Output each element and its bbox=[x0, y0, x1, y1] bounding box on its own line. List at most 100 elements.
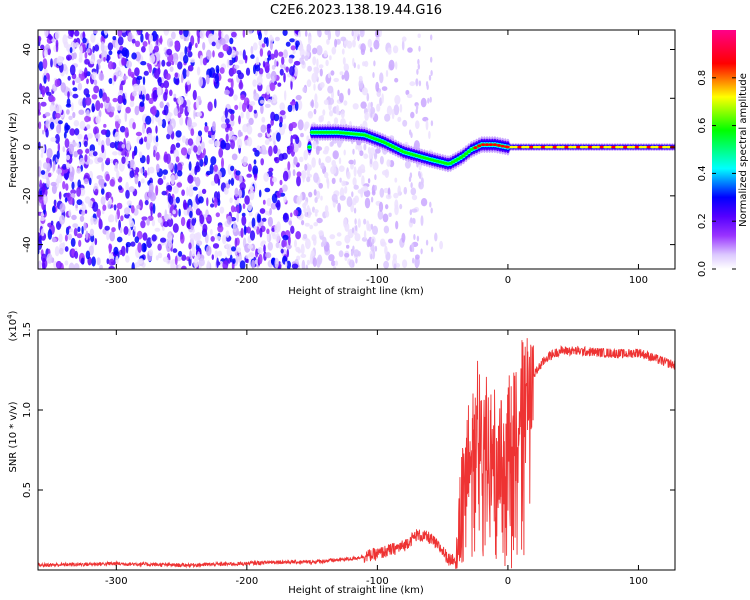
heatmap-noise-cell bbox=[175, 142, 181, 148]
heatmap-noise-cell bbox=[336, 232, 342, 237]
heatmap-noise-cell bbox=[295, 231, 301, 240]
heatmap-noise-cell bbox=[186, 186, 189, 197]
heatmap-noise-cell bbox=[62, 146, 66, 153]
heatmap-noise-cell bbox=[100, 129, 108, 135]
heatmap-core-cell bbox=[572, 145, 577, 149]
heatmap-noise-cell bbox=[59, 202, 66, 213]
heatmap-noise-cell bbox=[276, 61, 279, 67]
heatmap-noise-cell bbox=[305, 238, 311, 250]
heatmap-noise-cell bbox=[278, 153, 285, 161]
snr-x-tick-label: -200 bbox=[236, 576, 259, 587]
heatmap-noise-cell bbox=[90, 216, 94, 226]
heatmap-noise-cell bbox=[170, 260, 175, 269]
heatmap-noise-cell bbox=[148, 43, 153, 54]
heatmap-noise-cell bbox=[242, 102, 247, 113]
heatmap-noise-cell bbox=[235, 170, 241, 176]
heatmap-noise-cell bbox=[109, 142, 116, 149]
heatmap-ridge-cell bbox=[466, 150, 471, 154]
snr-x-axis-label: Height of straight line (km) bbox=[288, 585, 424, 596]
heatmap-noise-cell bbox=[284, 90, 287, 101]
heatmap-noise-cell bbox=[76, 142, 80, 149]
heatmap-streak-cell bbox=[353, 207, 357, 214]
heatmap-noise-cell bbox=[131, 38, 136, 44]
heatmap-noise-cell bbox=[353, 166, 357, 177]
heatmap-noise-cell bbox=[56, 150, 60, 160]
heatmap-noise-cell bbox=[218, 30, 222, 39]
heatmap-streak-cell bbox=[374, 184, 377, 191]
heatmap-noise-cell bbox=[238, 189, 243, 198]
heatmap-noise-cell bbox=[79, 120, 86, 130]
heatmap-noise-cell bbox=[319, 68, 323, 77]
heatmap-noise-cell bbox=[335, 30, 341, 38]
heatmap-noise-cell bbox=[39, 216, 46, 221]
heatmap-noise-cell bbox=[119, 125, 126, 133]
heatmap-noise-cell bbox=[367, 38, 372, 48]
heatmap-noise-cell bbox=[114, 114, 120, 122]
heatmap-noise-cell bbox=[425, 119, 429, 131]
heatmap-noise-cell bbox=[417, 33, 421, 39]
heatmap-noise-cell bbox=[318, 64, 324, 69]
heatmap-noise-cell bbox=[127, 68, 132, 77]
heatmap-noise-cell bbox=[129, 159, 135, 169]
heatmap-noise-cell bbox=[361, 87, 368, 96]
heatmap-core-cell bbox=[556, 145, 562, 149]
heatmap-noise-cell bbox=[299, 156, 304, 163]
heatmap-noise-cell bbox=[394, 77, 399, 83]
heatmap-noise-cell bbox=[64, 246, 69, 252]
heatmap-noise-cell bbox=[83, 140, 88, 148]
heatmap-noise-cell bbox=[128, 215, 133, 224]
heatmap-noise-cell bbox=[247, 136, 253, 147]
heatmap-noise-cell bbox=[270, 202, 277, 210]
heatmap-noise-cell bbox=[231, 31, 237, 38]
heatmap-noise-cell bbox=[166, 259, 172, 265]
heatmap-noise-cell bbox=[354, 233, 361, 242]
heatmap-noise-cell bbox=[259, 227, 263, 238]
heatmap-noise-cell bbox=[52, 236, 56, 243]
heatmap-noise-cell bbox=[217, 191, 221, 202]
heatmap-noise-cell bbox=[123, 226, 129, 235]
heatmap-noise-cell bbox=[187, 117, 192, 128]
heatmap-noise-cell bbox=[366, 93, 370, 102]
heatmap-noise-cell bbox=[238, 101, 243, 110]
heatmap-noise-cell bbox=[121, 156, 126, 165]
heatmap-noise-cell bbox=[375, 148, 381, 154]
heatmap-noise-cell bbox=[191, 218, 196, 226]
heatmap-streak-cell bbox=[352, 261, 355, 268]
heatmap-noise-cell bbox=[313, 83, 316, 91]
heatmap-noise-cell bbox=[148, 249, 154, 257]
heatmap-noise-cell bbox=[82, 37, 87, 44]
heatmap-streak-cell bbox=[411, 242, 414, 249]
heatmap-noise-cell bbox=[54, 31, 60, 40]
heatmap-noise-cell bbox=[212, 121, 216, 132]
heatmap-noise-cell bbox=[50, 220, 54, 226]
heatmap-noise-cell bbox=[229, 37, 234, 45]
heatmap-noise-cell bbox=[140, 85, 146, 91]
heatmap-noise-cell bbox=[358, 79, 364, 89]
heatmap-noise-cell bbox=[256, 75, 263, 86]
heatmap-noise-cell bbox=[319, 82, 325, 88]
heatmap-noise-cell bbox=[249, 189, 255, 201]
heatmap-noise-cell bbox=[128, 186, 135, 193]
heatmap-noise-cell bbox=[273, 145, 278, 154]
heatmap-noise-cell bbox=[339, 71, 344, 76]
heatmap-noise-cell bbox=[307, 65, 312, 72]
heatmap-noise-cell bbox=[293, 66, 299, 77]
heatmap-noise-cell bbox=[147, 189, 155, 199]
heatmap-y-ticks: -40 -20 0 20 40 bbox=[22, 43, 675, 253]
heatmap-noise-cell bbox=[163, 175, 166, 180]
heatmap-noise-cell bbox=[428, 130, 431, 140]
heatmap-noise-cell bbox=[298, 44, 304, 52]
heatmap-noise-cell bbox=[243, 225, 247, 236]
heatmap-noise-cell bbox=[178, 208, 181, 217]
heatmap-noise-cell bbox=[43, 194, 47, 206]
heatmap-noise-cell bbox=[222, 44, 229, 52]
heatmap-noise-cell bbox=[38, 35, 42, 42]
heatmap-noise-cell bbox=[363, 189, 371, 198]
heatmap-noise-cell bbox=[174, 41, 180, 52]
heatmap-noise-cell bbox=[253, 225, 258, 230]
heatmap-noise-cell bbox=[100, 196, 106, 206]
snr-x-ticks: -300 -200 -100 0 100 bbox=[105, 330, 648, 587]
heatmap-noise-cell bbox=[381, 86, 388, 91]
heatmap-noise-cell bbox=[74, 30, 80, 37]
heatmap-noise-cell bbox=[320, 242, 324, 247]
